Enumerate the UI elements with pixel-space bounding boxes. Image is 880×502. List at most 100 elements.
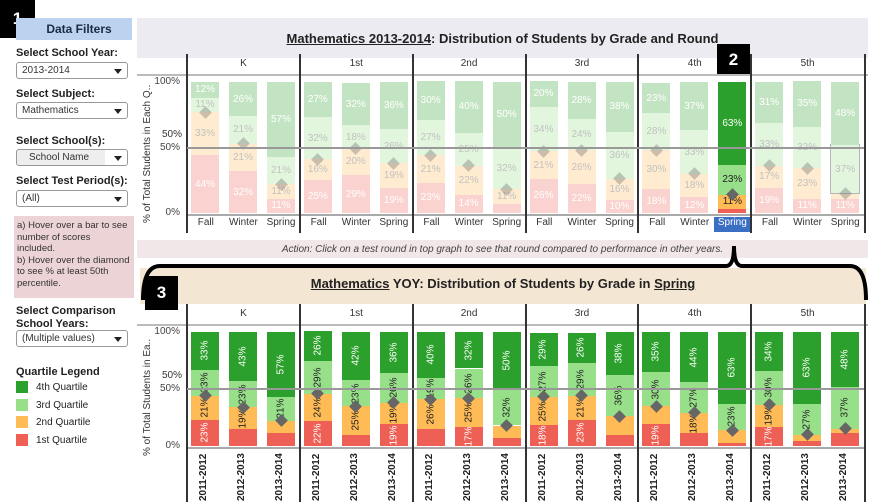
- segment-q2[interactable]: 17%: [755, 165, 784, 189]
- segment-q4[interactable]: 32%: [341, 83, 370, 126]
- segment-q2[interactable]: 19%: [379, 163, 408, 189]
- segment-q2[interactable]: 22%: [454, 165, 483, 195]
- comparison-years-select[interactable]: (Multiple values): [16, 330, 128, 347]
- segment-q1[interactable]: 10%: [605, 199, 634, 213]
- segment-q4[interactable]: 37%: [680, 82, 709, 131]
- segment-q2[interactable]: 18%: [680, 173, 709, 198]
- segment-q3[interactable]: 27%: [416, 120, 445, 156]
- bar-4th-2013-2014[interactable]: 23% 63%: [718, 332, 747, 446]
- segment-q3[interactable]: 37%: [831, 386, 860, 429]
- bar-1st-Spring[interactable]: 19% 19% 26% 36%: [379, 82, 408, 213]
- segment-q2[interactable]: 16%: [303, 159, 332, 181]
- x-category-label[interactable]: 2012-2013: [574, 453, 586, 501]
- segment-q3[interactable]: 26%: [379, 129, 408, 164]
- segment-q1[interactable]: 11%: [793, 198, 822, 213]
- segment-q1[interactable]: 17%: [454, 426, 483, 446]
- school-select[interactable]: School Name: [16, 149, 128, 166]
- round-tab-Winter[interactable]: Winter: [680, 217, 710, 228]
- x-category-label[interactable]: 2012-2013: [461, 453, 473, 501]
- segment-q1[interactable]: [267, 433, 295, 446]
- round-tab-Winter[interactable]: Winter: [567, 217, 597, 228]
- segment-q2[interactable]: [492, 425, 521, 439]
- segment-q4[interactable]: 44%: [680, 332, 709, 383]
- segment-q4[interactable]: 34%: [755, 332, 784, 371]
- segment-q3[interactable]: 21%: [229, 116, 257, 144]
- segment-q4[interactable]: 33%: [191, 332, 219, 370]
- segment-q1[interactable]: 19%: [379, 188, 408, 213]
- segment-q4[interactable]: 50%: [492, 82, 521, 148]
- bar-2nd-Spring[interactable]: 11% 32% 50%: [492, 82, 521, 213]
- segment-q4[interactable]: 35%: [642, 332, 671, 372]
- segment-q2[interactable]: 21%: [529, 151, 558, 179]
- bar-K-2013-2014[interactable]: 21% 57%: [267, 332, 295, 446]
- bar-K-2012-2013[interactable]: 19% 23% 43%: [229, 332, 257, 446]
- bar-3rd-Fall[interactable]: 26% 21% 34% 20%: [529, 80, 558, 213]
- segment-q1[interactable]: [793, 441, 822, 446]
- segment-q4[interactable]: 23%: [642, 83, 671, 114]
- segment-q4[interactable]: 36%: [379, 332, 408, 374]
- bar-4th-Fall[interactable]: 18% 30% 28% 23%: [642, 82, 671, 213]
- segment-q4[interactable]: 29%: [529, 333, 558, 367]
- segment-q1[interactable]: [718, 209, 747, 213]
- segment-q2[interactable]: [642, 406, 671, 425]
- segment-q4[interactable]: 31%: [755, 82, 784, 123]
- segment-q2[interactable]: 11%: [492, 189, 521, 204]
- bar-5th-2013-2014[interactable]: 37% 48%: [831, 332, 860, 446]
- bar-3rd-Spring[interactable]: 10% 16% 36% 38%: [605, 82, 634, 213]
- bar-2nd-2012-2013[interactable]: 17% 25% 26% 32%: [454, 332, 483, 446]
- x-category-label[interactable]: 2011-2012: [423, 453, 435, 501]
- bar-5th-Winter[interactable]: 11%23%32%35%: [793, 80, 822, 213]
- segment-q4[interactable]: 32%: [454, 332, 483, 369]
- segment-q3[interactable]: 18%: [341, 125, 370, 149]
- segment-q2[interactable]: 11%: [267, 184, 295, 199]
- bar-4th-Winter[interactable]: 12% 18% 33% 37%: [680, 82, 709, 213]
- bar-3rd-2012-2013[interactable]: 23% 21% 29% 26%: [567, 332, 596, 446]
- segment-q4[interactable]: 35%: [793, 80, 822, 127]
- segment-q1[interactable]: [605, 434, 634, 446]
- segment-q3[interactable]: 11%: [191, 97, 219, 113]
- segment-q4[interactable]: 30%: [416, 80, 445, 120]
- segment-q2[interactable]: [605, 416, 634, 435]
- x-category-label[interactable]: 2011-2012: [649, 453, 661, 501]
- segment-q4[interactable]: 43%: [229, 332, 257, 382]
- segment-q3[interactable]: 36%: [605, 375, 634, 417]
- segment-q4[interactable]: 50%: [492, 332, 521, 389]
- round-tab-Fall[interactable]: Fall: [423, 217, 440, 228]
- segment-q1[interactable]: 23%: [191, 419, 219, 446]
- segment-q4[interactable]: 40%: [454, 80, 483, 134]
- segment-q1[interactable]: 18%: [642, 189, 671, 213]
- x-category-label[interactable]: 2011-2012: [198, 453, 209, 501]
- round-tab-Winter[interactable]: Winter: [228, 217, 258, 228]
- round-tab-Spring[interactable]: Spring: [713, 217, 752, 232]
- round-tab-Spring[interactable]: Spring: [266, 217, 296, 228]
- segment-q4[interactable]: 48%: [831, 82, 860, 145]
- segment-q1[interactable]: 25%: [303, 180, 332, 213]
- bar-2nd-Fall[interactable]: 23% 21% 27% 30%: [416, 80, 445, 213]
- segment-q2[interactable]: 21%: [191, 395, 219, 420]
- segment-q2[interactable]: 26%: [567, 150, 596, 185]
- segment-q3[interactable]: 21%: [267, 396, 295, 421]
- segment-q4[interactable]: 27%: [303, 82, 332, 118]
- segment-q1[interactable]: 26%: [529, 178, 558, 213]
- bar-4th-2012-2013[interactable]: 18% 27% 44%: [680, 332, 709, 446]
- segment-q2[interactable]: 21%: [416, 155, 445, 183]
- segment-q1[interactable]: 19%: [642, 424, 671, 446]
- segment-q2[interactable]: 16%: [605, 178, 634, 200]
- x-category-label[interactable]: 2012-2013: [348, 453, 360, 501]
- segment-q4[interactable]: 12%: [191, 82, 219, 98]
- bar-K-Winter[interactable]: 32% 21% 21% 26%: [229, 82, 257, 213]
- segment-q1[interactable]: 19%: [379, 424, 408, 446]
- segment-q2[interactable]: 20%: [341, 148, 370, 176]
- round-tab-Fall[interactable]: Fall: [536, 217, 553, 228]
- segment-q1[interactable]: 44%: [191, 155, 219, 213]
- segment-q1[interactable]: [718, 442, 747, 446]
- round-tab-Fall[interactable]: Fall: [197, 217, 214, 228]
- segment-q3[interactable]: 24%: [567, 118, 596, 151]
- segment-q4[interactable]: 42%: [341, 332, 370, 380]
- round-tab-Fall[interactable]: Fall: [761, 217, 779, 228]
- round-tab-Spring[interactable]: Spring: [830, 217, 860, 228]
- segment-q4[interactable]: 20%: [529, 80, 558, 107]
- segment-q4[interactable]: 63%: [718, 332, 747, 404]
- segment-q1[interactable]: 14%: [454, 194, 483, 213]
- segment-q4[interactable]: 36%: [379, 82, 408, 130]
